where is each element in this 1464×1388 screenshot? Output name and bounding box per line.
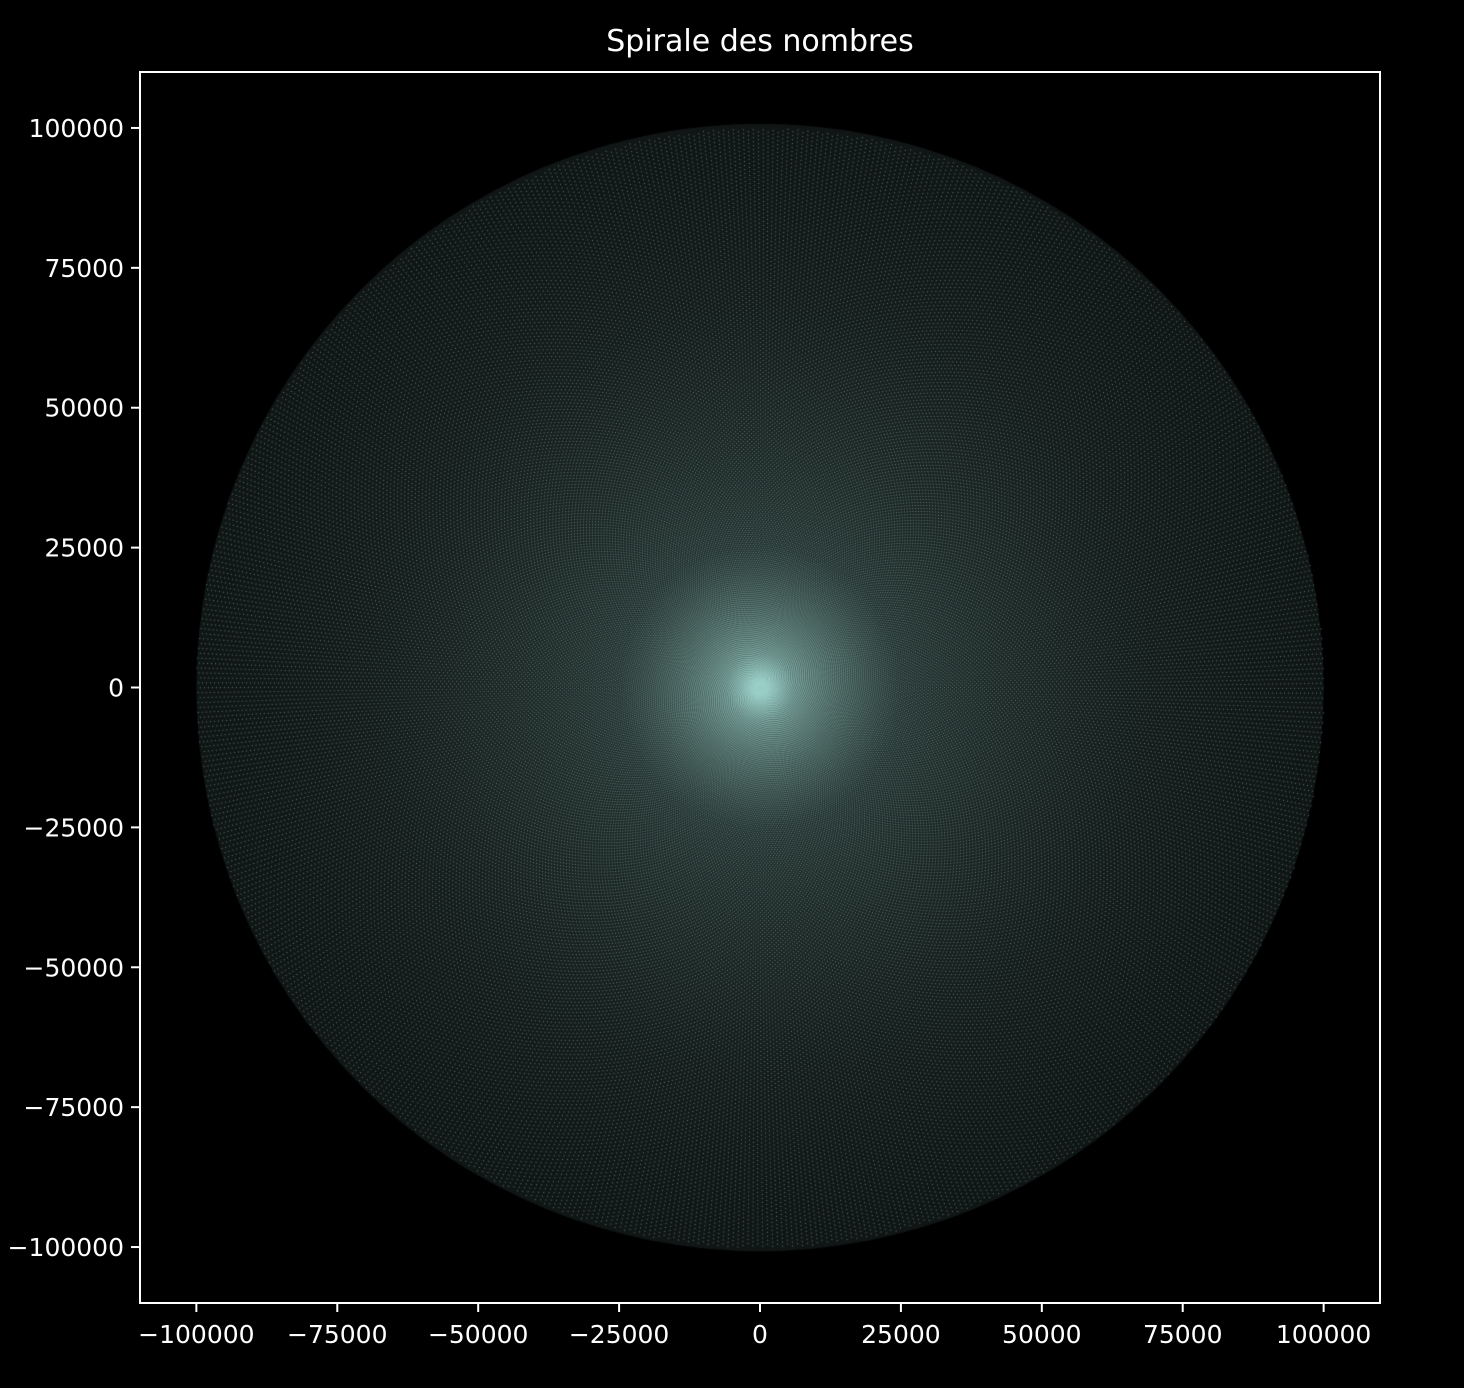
- x-tick-label: −75000: [287, 1320, 387, 1349]
- y-tick-label: 25000: [44, 534, 124, 563]
- x-tick-label: 50000: [1002, 1320, 1082, 1349]
- x-axis: −100000 −75000 −50000 −25000 0 25000 50000 7500…: [138, 1303, 1371, 1349]
- y-tick-label: −50000: [24, 953, 124, 982]
- y-axis: 100000 75000 50000 25000 0 −25000 −50000 −75000…: [8, 114, 140, 1262]
- y-tick-label: −25000: [24, 813, 124, 842]
- y-tick-label: 75000: [44, 254, 124, 283]
- x-tick-label: −100000: [138, 1320, 254, 1349]
- y-tick-label: 0: [108, 674, 124, 703]
- spiral-scatter-points: [141, 73, 1379, 1302]
- x-tick-label: −50000: [428, 1320, 528, 1349]
- y-tick-label: −100000: [8, 1233, 124, 1262]
- x-tick-label: 0: [752, 1320, 768, 1349]
- plot-frame: [139, 71, 1381, 1304]
- x-tick-label: 100000: [1276, 1320, 1371, 1349]
- x-tick-label: 75000: [1143, 1320, 1223, 1349]
- x-tick-label: −25000: [569, 1320, 669, 1349]
- y-tick-label: 100000: [29, 114, 124, 143]
- chart-title: Spirale des nombres: [606, 24, 914, 59]
- y-tick-label: 50000: [44, 394, 124, 423]
- x-tick-label: 25000: [861, 1320, 941, 1349]
- y-tick-label: −75000: [24, 1093, 124, 1122]
